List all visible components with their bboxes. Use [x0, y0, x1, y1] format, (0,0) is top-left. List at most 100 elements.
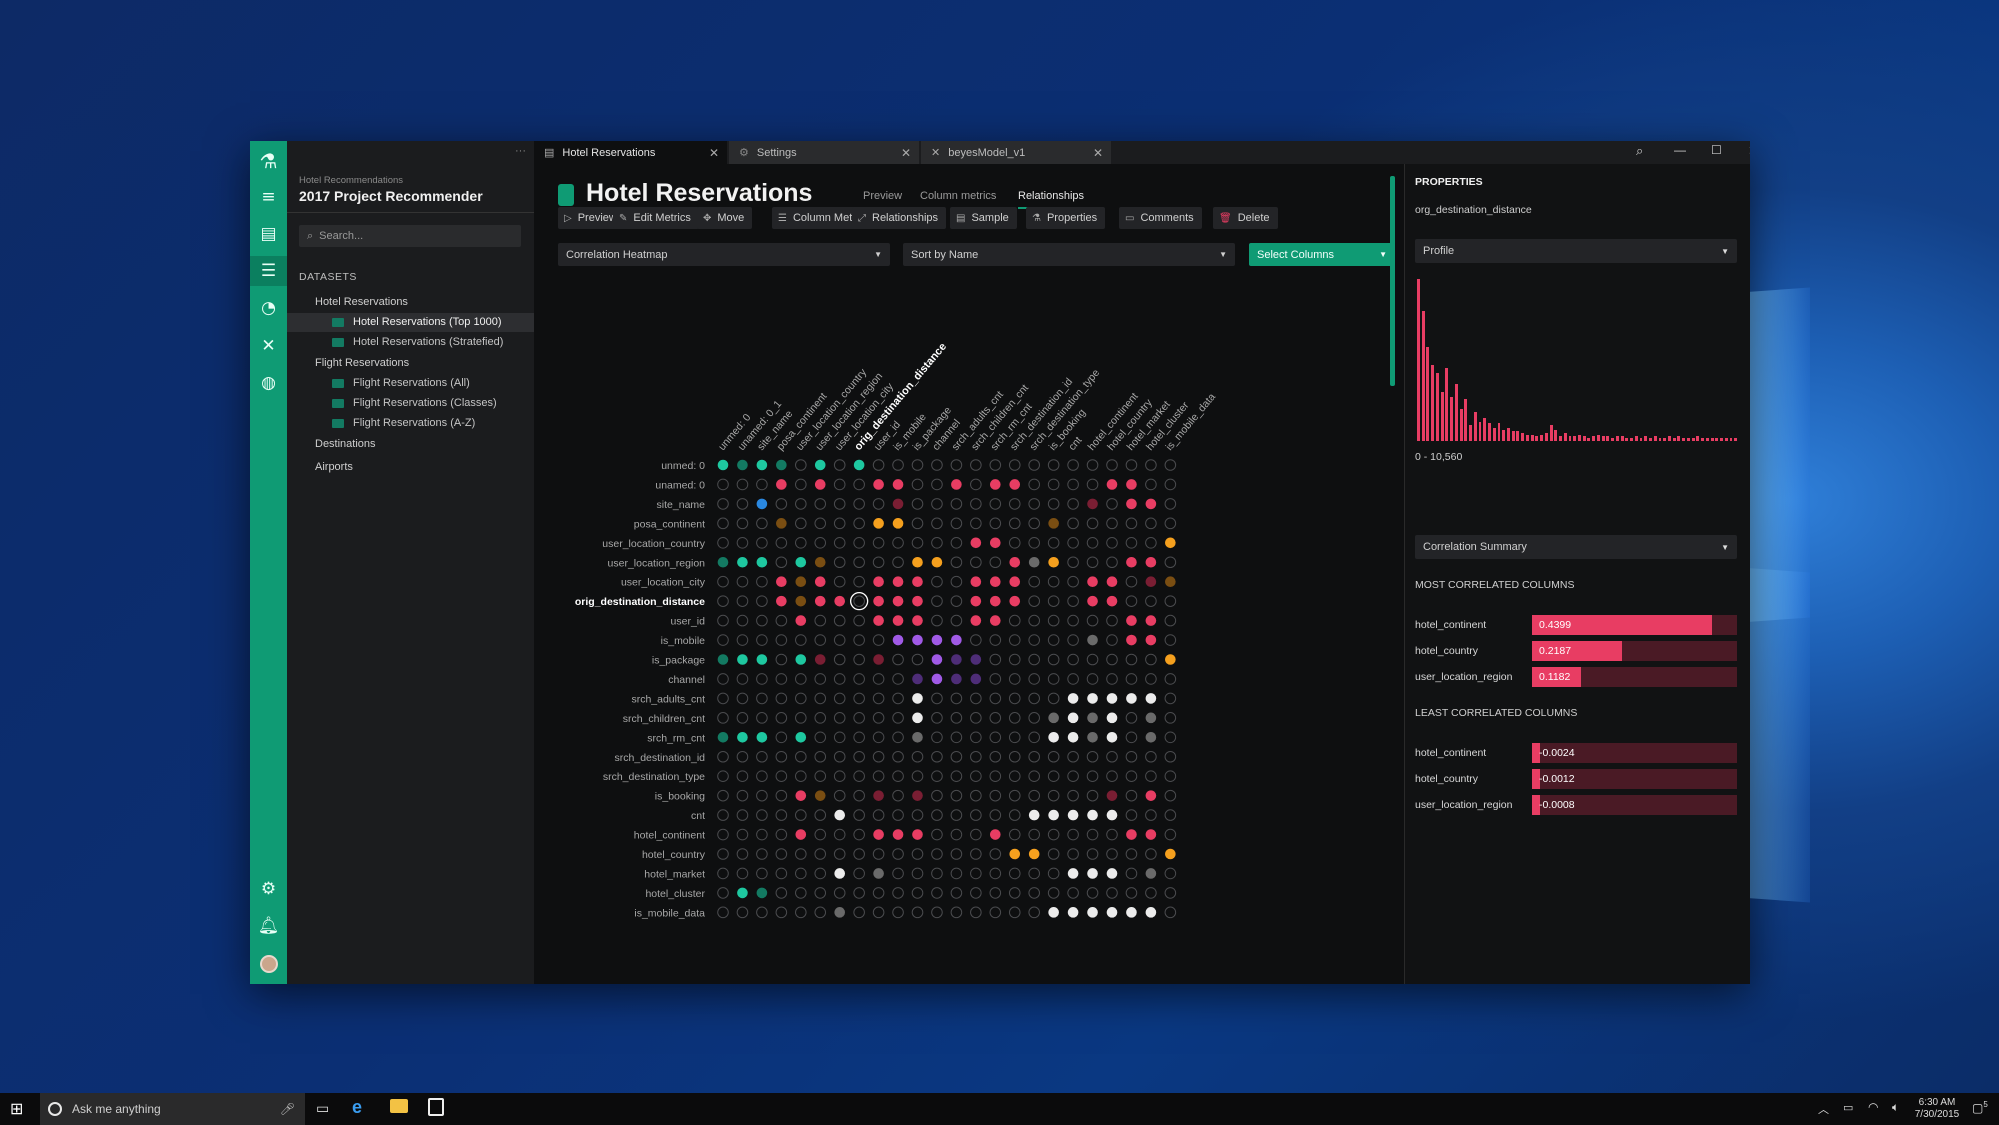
heatmap-cell[interactable]	[1164, 867, 1177, 880]
heatmap-cell[interactable]	[950, 575, 963, 588]
heatmap-cell[interactable]	[1164, 828, 1177, 841]
heatmap-cell[interactable]	[1145, 712, 1157, 724]
heatmap-cell[interactable]	[1028, 906, 1041, 919]
heatmap-cell[interactable]	[1008, 634, 1021, 646]
heatmap-cell[interactable]	[931, 867, 943, 880]
heatmap-cell[interactable]	[1126, 479, 1137, 490]
heatmap-cell[interactable]	[795, 829, 807, 840]
heatmap-cell[interactable]	[872, 770, 885, 783]
heatmap-cell[interactable]	[775, 712, 788, 724]
heatmap-cell[interactable]	[1145, 634, 1157, 646]
heatmap-cell[interactable]	[853, 614, 865, 627]
heatmap-cell[interactable]	[950, 459, 963, 471]
heatmap-cell[interactable]	[834, 907, 845, 918]
heatmap-cell[interactable]	[1086, 789, 1099, 802]
heatmap-cell[interactable]	[892, 537, 904, 549]
heatmap-cell[interactable]	[795, 615, 807, 626]
heatmap-cell[interactable]	[1164, 887, 1177, 899]
heatmap-cell[interactable]	[1164, 692, 1177, 705]
heatmap-cell[interactable]	[1145, 653, 1157, 666]
heatmap-cell[interactable]	[1164, 906, 1177, 919]
heatmap-cell[interactable]	[892, 576, 904, 587]
heatmap-cell[interactable]	[814, 537, 827, 549]
heatmap-row-label[interactable]: srch_destination_id	[615, 752, 706, 764]
heatmap-cell[interactable]	[814, 498, 827, 510]
heatmap-cell[interactable]	[912, 556, 923, 568]
gear-icon[interactable]: ⚙	[260, 879, 277, 899]
heatmap-cell[interactable]	[931, 887, 943, 899]
heatmap-cell[interactable]	[989, 517, 1002, 530]
tab-model[interactable]: ✕ beyesModel_v1 ✕	[921, 141, 1111, 164]
heatmap-cell[interactable]	[814, 848, 827, 860]
heatmap-cell[interactable]	[1028, 595, 1041, 607]
heatmap-cell[interactable]	[717, 498, 729, 510]
heatmap-cell[interactable]	[989, 848, 1002, 860]
heatmap-row-label[interactable]: hotel_cluster	[645, 888, 705, 900]
heatmap-cell[interactable]	[950, 867, 963, 880]
clock[interactable]: 6:30 AM 7/30/2015	[1914, 1097, 1960, 1120]
heatmap-cell[interactable]	[989, 634, 1002, 646]
heatmap-cell[interactable]	[892, 867, 904, 880]
heatmap-cell[interactable]	[1028, 731, 1041, 744]
heatmap-cell[interactable]	[776, 576, 787, 587]
heatmap-cell[interactable]	[1008, 906, 1021, 919]
heatmap-cell[interactable]	[736, 634, 749, 646]
heatmap-cell[interactable]	[756, 867, 768, 880]
heatmap-cell[interactable]	[756, 459, 768, 471]
heatmap-cell[interactable]	[1008, 750, 1021, 763]
heatmap-cell[interactable]	[989, 459, 1002, 471]
heatmap-cell[interactable]	[1145, 576, 1157, 587]
hamburger-icon[interactable]: ≡	[261, 187, 276, 207]
heatmap-cell[interactable]	[1028, 789, 1041, 802]
heatmap-cell[interactable]	[1164, 634, 1177, 646]
heatmap-cell[interactable]	[1008, 517, 1021, 530]
select-columns-button[interactable]: Select Columns ▼	[1249, 243, 1395, 266]
heatmap-cell[interactable]	[970, 556, 982, 569]
heatmap-cell[interactable]	[737, 654, 748, 665]
heatmap-cell[interactable]	[989, 789, 1002, 802]
heatmap-cell[interactable]	[1125, 789, 1138, 802]
heatmap-cell[interactable]	[795, 712, 807, 724]
search-icon[interactable]: ⌕	[1636, 144, 1644, 159]
heatmap-cell[interactable]	[1125, 595, 1138, 607]
heatmap-row-label[interactable]: srch_children_cnt	[623, 713, 705, 725]
heatmap-cell[interactable]	[970, 867, 982, 880]
heatmap-cell[interactable]	[911, 809, 924, 821]
heatmap-cell[interactable]	[853, 692, 865, 705]
heatmap-cell[interactable]	[1087, 732, 1098, 743]
heatmap-cell[interactable]	[1028, 673, 1041, 685]
heatmap-row-label[interactable]: hotel_country	[642, 849, 706, 861]
heatmap-cell[interactable]	[1164, 498, 1177, 510]
heatmap-cell[interactable]	[1009, 556, 1021, 568]
heatmap-cell[interactable]	[776, 595, 787, 607]
heatmap-cell[interactable]	[1164, 673, 1177, 685]
heatmap-cell[interactable]	[1067, 907, 1079, 918]
model-icon[interactable]: ✕	[261, 336, 276, 356]
heatmap-cell[interactable]	[1106, 634, 1118, 646]
heatmap-cell[interactable]	[950, 517, 963, 530]
heatmap-cell[interactable]	[775, 848, 788, 860]
heatmap-cell[interactable]	[1145, 556, 1157, 568]
dataset-group[interactable]: Airports	[315, 461, 353, 473]
heatmap-cell[interactable]	[833, 459, 846, 471]
heatmap-cell[interactable]	[931, 537, 943, 549]
heatmap-cell[interactable]	[1047, 575, 1060, 588]
heatmap-cell[interactable]	[970, 654, 982, 665]
heatmap-cell[interactable]	[737, 887, 748, 899]
heatmap-cell[interactable]	[989, 498, 1002, 510]
heatmap-cell[interactable]	[1048, 907, 1059, 918]
heatmap-cell[interactable]	[833, 731, 846, 744]
toolbar-comments-button[interactable]: ▭ Comments	[1119, 207, 1202, 229]
heatmap-cell[interactable]	[775, 556, 788, 569]
heatmap-cell[interactable]	[989, 887, 1002, 899]
heatmap-cell[interactable]	[1008, 789, 1021, 802]
heatmap-cell[interactable]	[717, 712, 729, 724]
heatmap-cell[interactable]	[1125, 770, 1138, 783]
edge-browser-icon[interactable]: e	[352, 1097, 363, 1117]
heatmap-cell[interactable]	[1087, 576, 1098, 587]
heatmap-cell[interactable]	[892, 595, 904, 607]
dataset-group[interactable]: Flight Reservations	[315, 357, 410, 369]
heatmap-cell[interactable]	[931, 712, 943, 724]
heatmap-cell[interactable]	[736, 517, 749, 530]
heatmap-cell[interactable]	[1028, 867, 1041, 880]
